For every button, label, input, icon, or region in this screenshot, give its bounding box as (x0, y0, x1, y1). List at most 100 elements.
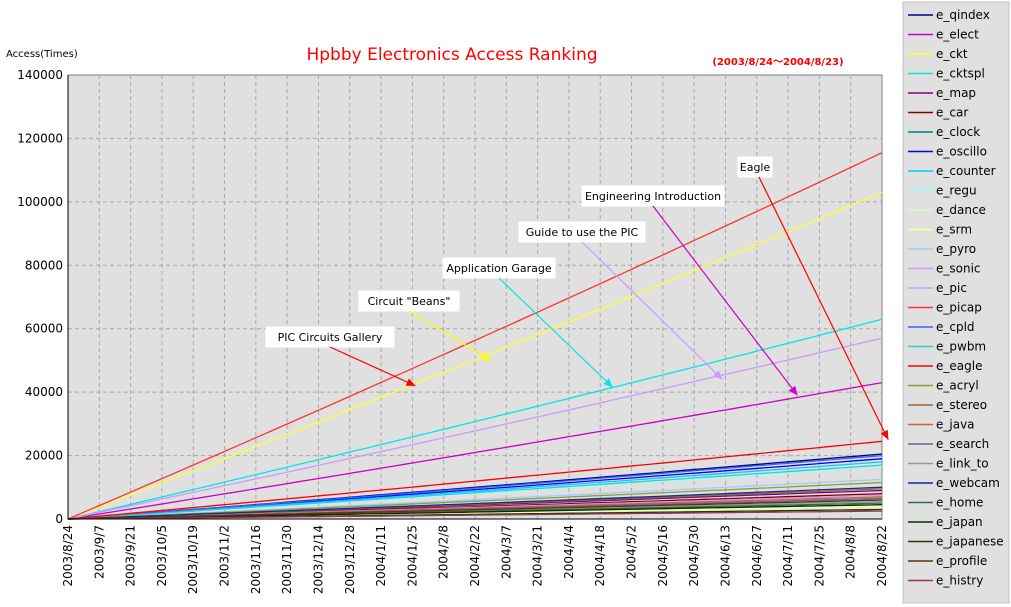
x-tick-label: 2003/11/2 (218, 525, 232, 587)
legend-entry: e_pic (936, 281, 967, 295)
annotation-arrow (329, 346, 416, 387)
x-tick-label: 2003/9/21 (124, 525, 138, 587)
annotation-label: Guide to use the PIC (526, 226, 639, 239)
x-tick-label: 2004/4/18 (593, 525, 607, 587)
legend-entry: e_picap (936, 301, 982, 315)
series-line-e-picap (67, 152, 883, 520)
legend-entry: e_link_to (936, 457, 989, 471)
series-line-e-webcam (67, 486, 883, 520)
annotation-arrowhead (603, 378, 613, 388)
x-tick-label: 2003/11/16 (249, 525, 263, 594)
legend-entry: e_histry (936, 574, 983, 588)
series-line-e-histry (67, 510, 883, 520)
annotation-arrowhead (713, 370, 723, 380)
annotation-arrowhead (405, 378, 416, 386)
legend-entry: e_eagle (936, 359, 982, 373)
chart-title: Hpbby Electronics Access Ranking (306, 45, 597, 65)
x-tick-label: 2004/3/21 (531, 525, 545, 587)
legend-entry: e_java (936, 418, 975, 432)
x-tick-label: 2004/5/16 (656, 525, 670, 587)
chart-subtitle: (2003/8/24～2004/8/23) (712, 57, 843, 68)
x-tick-label: 2003/9/7 (92, 525, 106, 579)
legend-entry: e_counter (936, 164, 996, 178)
legend-entry: e_stereo (936, 398, 987, 412)
x-tick-label: 2003/8/24 (61, 525, 75, 587)
x-tick-label: 2004/1/25 (405, 525, 419, 587)
x-tick-label: 2003/12/28 (343, 525, 357, 594)
x-tick-label: 2004/8/8 (844, 525, 858, 579)
annotation-arrow (408, 310, 491, 361)
legend-entry: e_elect (936, 28, 979, 42)
legend-entry: e_cktspl (936, 67, 985, 81)
legend-entry: e_pyro (936, 242, 976, 256)
annotation-arrow (498, 277, 614, 388)
y-tick-label: 100000 (17, 195, 63, 209)
legend-entry: e_cpld (936, 320, 975, 334)
x-tick-label: 2004/1/11 (374, 525, 388, 587)
y-tick-label: 60000 (25, 322, 63, 336)
legend-entry: e_clock (936, 125, 980, 139)
series-line-e-eagle (67, 440, 883, 520)
annotation-label: Engineering Introduction (585, 190, 721, 203)
legend-entry: e_pwbm (936, 340, 986, 354)
x-tick-label: 2003/11/30 (280, 525, 294, 594)
legend-entry: e_home (936, 496, 983, 510)
y-tick-label: 20000 (25, 449, 63, 463)
series-line-e-cpld (67, 454, 883, 520)
x-tick-label: 2004/4/4 (562, 525, 576, 579)
series-line-e-ckt (67, 191, 883, 520)
legend-entry: e_japan (936, 515, 983, 529)
legend-entry: e_ckt (936, 47, 968, 61)
annotation-box (737, 156, 773, 178)
y-tick-label: 140000 (17, 68, 63, 82)
legend-entry: e_sonic (936, 262, 981, 276)
legend-entry: e_regu (936, 184, 977, 198)
legend-entry: e_srm (936, 223, 972, 237)
x-tick-label: 2004/2/8 (437, 525, 451, 579)
annotation-arrow (652, 205, 798, 396)
series-line-e-pic (67, 337, 883, 520)
series-line-e-elect (67, 381, 883, 520)
series-line-e-profile (67, 499, 883, 520)
y-tick-label: 80000 (25, 258, 63, 272)
annotation-arrowhead (788, 385, 798, 396)
y-tick-label: 0 (55, 512, 63, 526)
legend-entry: e_map (936, 86, 976, 100)
x-tick-label: 2004/2/22 (468, 525, 482, 587)
x-tick-label: 2003/12/14 (311, 525, 325, 594)
x-tick-label: 2004/8/22 (875, 525, 889, 587)
x-tick-label: 2003/10/19 (186, 525, 200, 594)
series-line-e-cktspl (67, 318, 883, 520)
x-tick-label: 2004/5/2 (625, 525, 639, 579)
y-tick-label: 120000 (17, 131, 63, 145)
annotation-label: Circuit "Beans" (368, 295, 451, 308)
y-axis-label: Access(Times) (6, 49, 78, 60)
legend-entry: e_webcam (936, 476, 1000, 490)
annotation-label: Eagle (740, 161, 771, 174)
x-tick-label: 2004/5/30 (687, 525, 701, 587)
legend-entry: e_japanese (936, 535, 1004, 549)
series-line-e-acryl (67, 481, 883, 520)
series-line-e-japan (67, 504, 883, 520)
x-tick-label: 2003/10/5 (155, 525, 169, 587)
annotation-label: PIC Circuits Gallery (278, 331, 383, 344)
x-tick-label: 2004/6/13 (718, 525, 732, 587)
annotation-arrow (758, 176, 889, 440)
annotation-arrowhead (480, 352, 491, 361)
legend-entry: e_car (936, 106, 968, 120)
x-tick-label: 2004/7/25 (812, 525, 826, 587)
annotation-arrow (581, 241, 723, 380)
legend-entry: e_qindex (936, 8, 990, 22)
series-line-e-pwbm (67, 464, 883, 520)
x-tick-label: 2004/7/11 (781, 525, 795, 587)
legend-entry: e_dance (936, 203, 986, 217)
legend-entry: e_search (936, 437, 989, 451)
legend-entry: e_oscillo (936, 145, 987, 159)
annotation-arrowhead (880, 429, 889, 440)
legend-entry: e_profile (936, 554, 987, 568)
x-tick-label: 2004/3/7 (499, 525, 513, 579)
legend-entry: e_acryl (936, 379, 979, 393)
x-tick-label: 2004/6/27 (750, 525, 764, 587)
annotation-label: Application Garage (446, 262, 551, 275)
